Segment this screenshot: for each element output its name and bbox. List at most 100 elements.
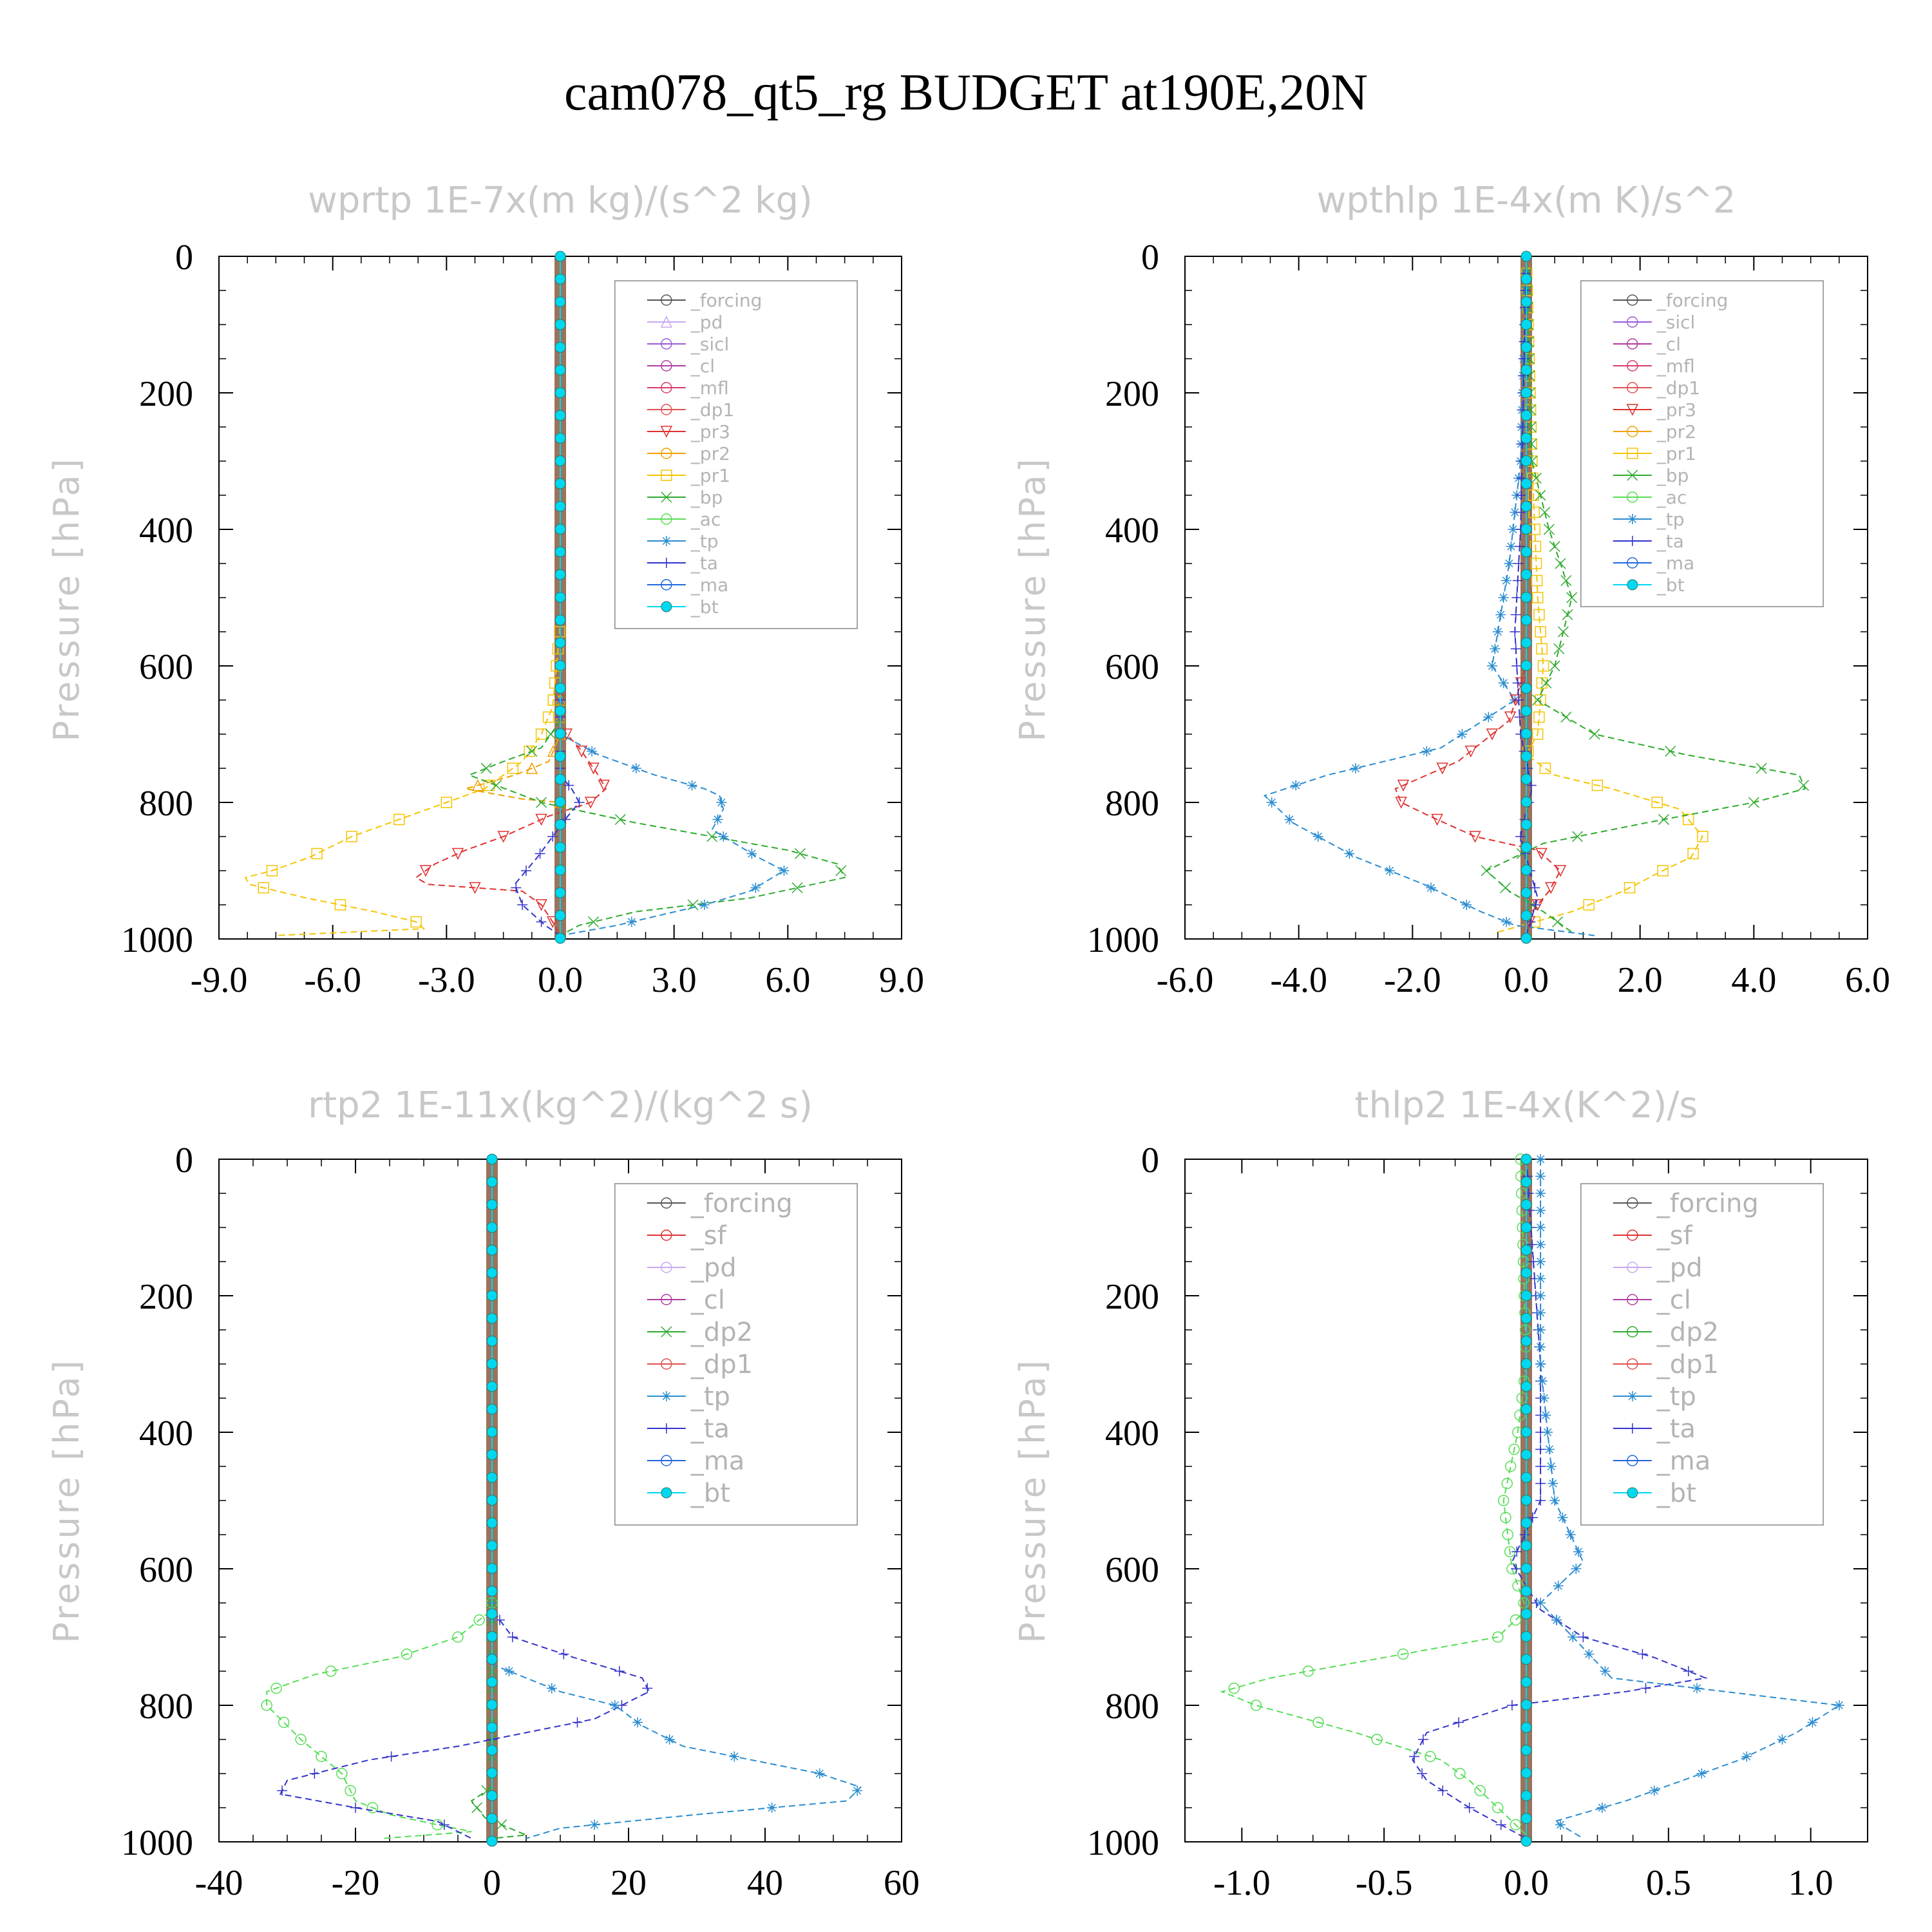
data-point bbox=[1490, 643, 1501, 654]
data-point bbox=[526, 762, 538, 774]
x-tick-label: 0.0 bbox=[1504, 1863, 1549, 1903]
data-point bbox=[1498, 677, 1509, 688]
data-point bbox=[554, 637, 566, 649]
data-point bbox=[547, 831, 558, 842]
data-point bbox=[1512, 677, 1523, 688]
data-point bbox=[1532, 694, 1544, 706]
data-point bbox=[1512, 1580, 1524, 1592]
data-point bbox=[750, 882, 761, 893]
data-point bbox=[587, 746, 598, 757]
data-point bbox=[521, 866, 531, 876]
legend-marker bbox=[661, 1262, 672, 1273]
y-tick-label: 0 bbox=[1141, 1141, 1159, 1180]
data-point bbox=[311, 848, 323, 860]
data-point bbox=[1504, 558, 1515, 569]
data-point bbox=[1535, 626, 1546, 638]
data-point bbox=[511, 882, 522, 893]
data-point bbox=[1520, 1721, 1532, 1733]
series-line bbox=[244, 256, 561, 936]
data-point bbox=[1514, 1409, 1526, 1421]
data-point bbox=[1571, 831, 1584, 842]
legend bbox=[614, 280, 858, 629]
data-point bbox=[496, 1819, 507, 1831]
data-point bbox=[1409, 1751, 1420, 1762]
data-point bbox=[1520, 1517, 1532, 1529]
panel-wpthlp: wpthlp 1E-4x(m K)/s^2 Pressure [hPa] -6.… bbox=[1012, 180, 1890, 1000]
data-point bbox=[1535, 1461, 1546, 1472]
data-point bbox=[1540, 1410, 1551, 1421]
legend-label: _cl bbox=[1656, 1285, 1691, 1315]
data-point bbox=[564, 780, 574, 791]
data-point bbox=[687, 899, 699, 911]
data-point bbox=[393, 813, 405, 826]
data-point bbox=[1531, 574, 1543, 587]
legend-marker bbox=[1627, 1391, 1638, 1401]
data-point bbox=[1397, 779, 1410, 792]
data-point bbox=[1535, 1239, 1546, 1250]
data-point bbox=[1535, 1341, 1546, 1352]
series-line bbox=[415, 256, 607, 936]
legend-label: _dp1 bbox=[1656, 1350, 1719, 1379]
data-point bbox=[699, 900, 710, 910]
data-point bbox=[486, 1745, 498, 1756]
data-point bbox=[486, 1335, 498, 1347]
series-line bbox=[514, 256, 580, 936]
data-point bbox=[1520, 637, 1532, 649]
data-point bbox=[1431, 813, 1443, 826]
data-point bbox=[835, 865, 847, 876]
legend-marker bbox=[661, 1229, 672, 1241]
data-point bbox=[1535, 1205, 1546, 1216]
legend-marker bbox=[1627, 1294, 1638, 1305]
legend-marker bbox=[1627, 1455, 1638, 1466]
data-point bbox=[1520, 1426, 1532, 1438]
panel-title: thlp2 1E-4x(K^2)/s bbox=[1355, 1084, 1698, 1126]
x-tick-label: 2.0 bbox=[1618, 960, 1663, 1000]
legend-marker bbox=[661, 491, 672, 503]
data-point bbox=[258, 882, 269, 894]
data-point bbox=[1500, 882, 1511, 894]
data-point bbox=[1555, 1819, 1566, 1830]
panel-thlp2: thlp2 1E-4x(K^2)/s Pressure [hPa] -1.0 -0… bbox=[1012, 1084, 1868, 1903]
data-point bbox=[486, 1176, 498, 1188]
data-point bbox=[1756, 762, 1767, 774]
data-point bbox=[535, 899, 547, 911]
data-point bbox=[1518, 1597, 1530, 1609]
data-point bbox=[535, 813, 547, 826]
legend-marker bbox=[1627, 536, 1638, 546]
series-line bbox=[279, 1159, 650, 1839]
data-point bbox=[1535, 1444, 1546, 1455]
legend-marker bbox=[661, 1423, 672, 1434]
data-point bbox=[536, 797, 547, 808]
panel-rtp2: rtp2 1E-11x(kg^2)/(kg^2 s) Pressure [hPa… bbox=[46, 1084, 920, 1903]
series-line bbox=[470, 1159, 527, 1839]
data-point bbox=[1520, 1153, 1532, 1165]
data-point bbox=[1512, 575, 1523, 586]
panel-title: wprtp 1E-7x(m kg)/(s^2 kg) bbox=[308, 180, 813, 222]
data-point bbox=[554, 410, 566, 421]
data-point bbox=[1520, 933, 1532, 944]
data-point bbox=[535, 848, 545, 859]
legend-marker bbox=[661, 448, 672, 459]
y-tick-label: 0 bbox=[175, 1141, 193, 1180]
data-point bbox=[1520, 1608, 1532, 1620]
data-point bbox=[1417, 1734, 1428, 1745]
legend-marker bbox=[1627, 338, 1638, 350]
x-tick-label: 4.0 bbox=[1731, 960, 1776, 1000]
data-point bbox=[1549, 660, 1560, 672]
data-point bbox=[554, 887, 566, 898]
series-line bbox=[1220, 1159, 1528, 1836]
data-point bbox=[706, 831, 718, 842]
data-point bbox=[1520, 887, 1532, 898]
data-point bbox=[1520, 1586, 1532, 1597]
legend-marker bbox=[1627, 1487, 1638, 1499]
data-point bbox=[469, 882, 481, 895]
data-point bbox=[1533, 609, 1545, 621]
data-point bbox=[1777, 1734, 1788, 1745]
data-point bbox=[589, 1819, 600, 1830]
legend-label: _forcing bbox=[690, 1189, 793, 1218]
data-point bbox=[1498, 592, 1509, 603]
panel-title: rtp2 1E-11x(kg^2)/(kg^2 s) bbox=[308, 1084, 813, 1126]
data-point bbox=[486, 1790, 498, 1801]
data-point bbox=[1426, 882, 1437, 893]
legend-marker bbox=[1627, 514, 1638, 524]
